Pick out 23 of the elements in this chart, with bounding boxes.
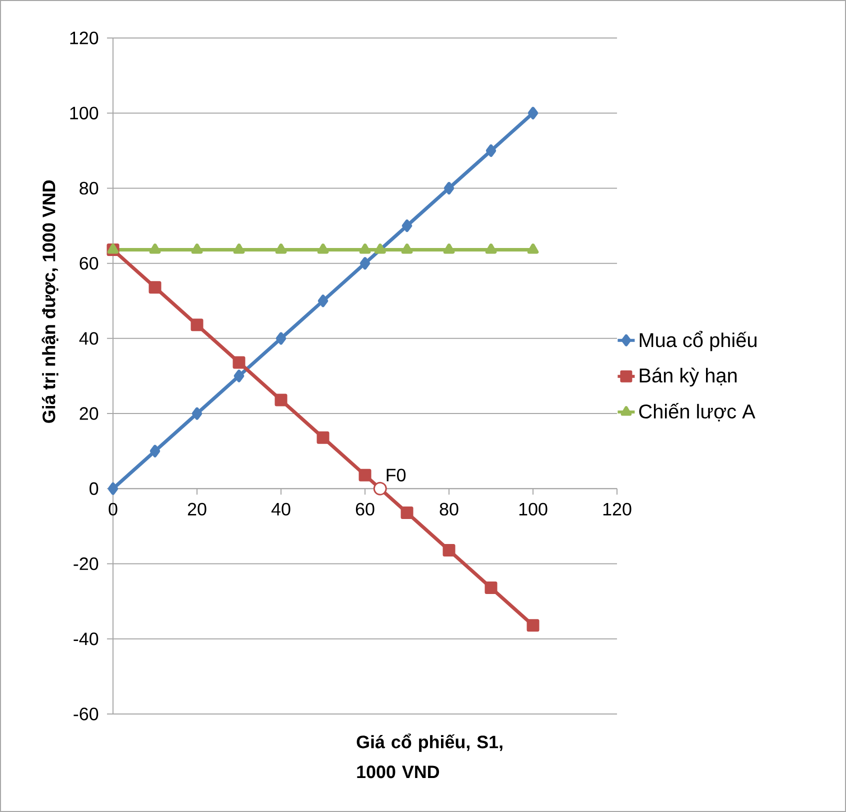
y-tick-label: 0 (90, 482, 98, 495)
y-tick-label: 80 (80, 182, 98, 195)
y-tick-label: 100 (70, 106, 98, 120)
annotation: F0 (386, 468, 406, 482)
x-tick-label: 40 (271, 502, 290, 516)
y-axis-title: Giá trị nhận được, 1000 VND (42, 180, 58, 423)
y-tick-label: -40 (74, 632, 98, 646)
x-tick-label: 120 (603, 502, 632, 516)
x-tick-label: 100 (519, 502, 548, 516)
y-tick-label: -60 (74, 708, 98, 720)
legend-label: Mua cổ phiếu (640, 330, 756, 352)
y-tick-label: 60 (80, 256, 98, 270)
legend-label: Chiến lược A (639, 403, 756, 422)
x-axis-title: Giá cổ phiếu, S1, 1000 VND (356, 734, 502, 778)
legend-label: Bán kỳ hạn (640, 368, 737, 386)
y-tick-label: 20 (80, 407, 98, 420)
y-tick-label: 120 (70, 32, 98, 44)
y-tick-label: 40 (79, 332, 98, 345)
x-tick-label: 80 (440, 502, 458, 516)
y-tick-label: -20 (74, 557, 98, 570)
x-tick-label: 20 (188, 502, 206, 516)
x-tick-label: 0 (108, 502, 118, 516)
x-tick-label: 60 (356, 502, 374, 516)
